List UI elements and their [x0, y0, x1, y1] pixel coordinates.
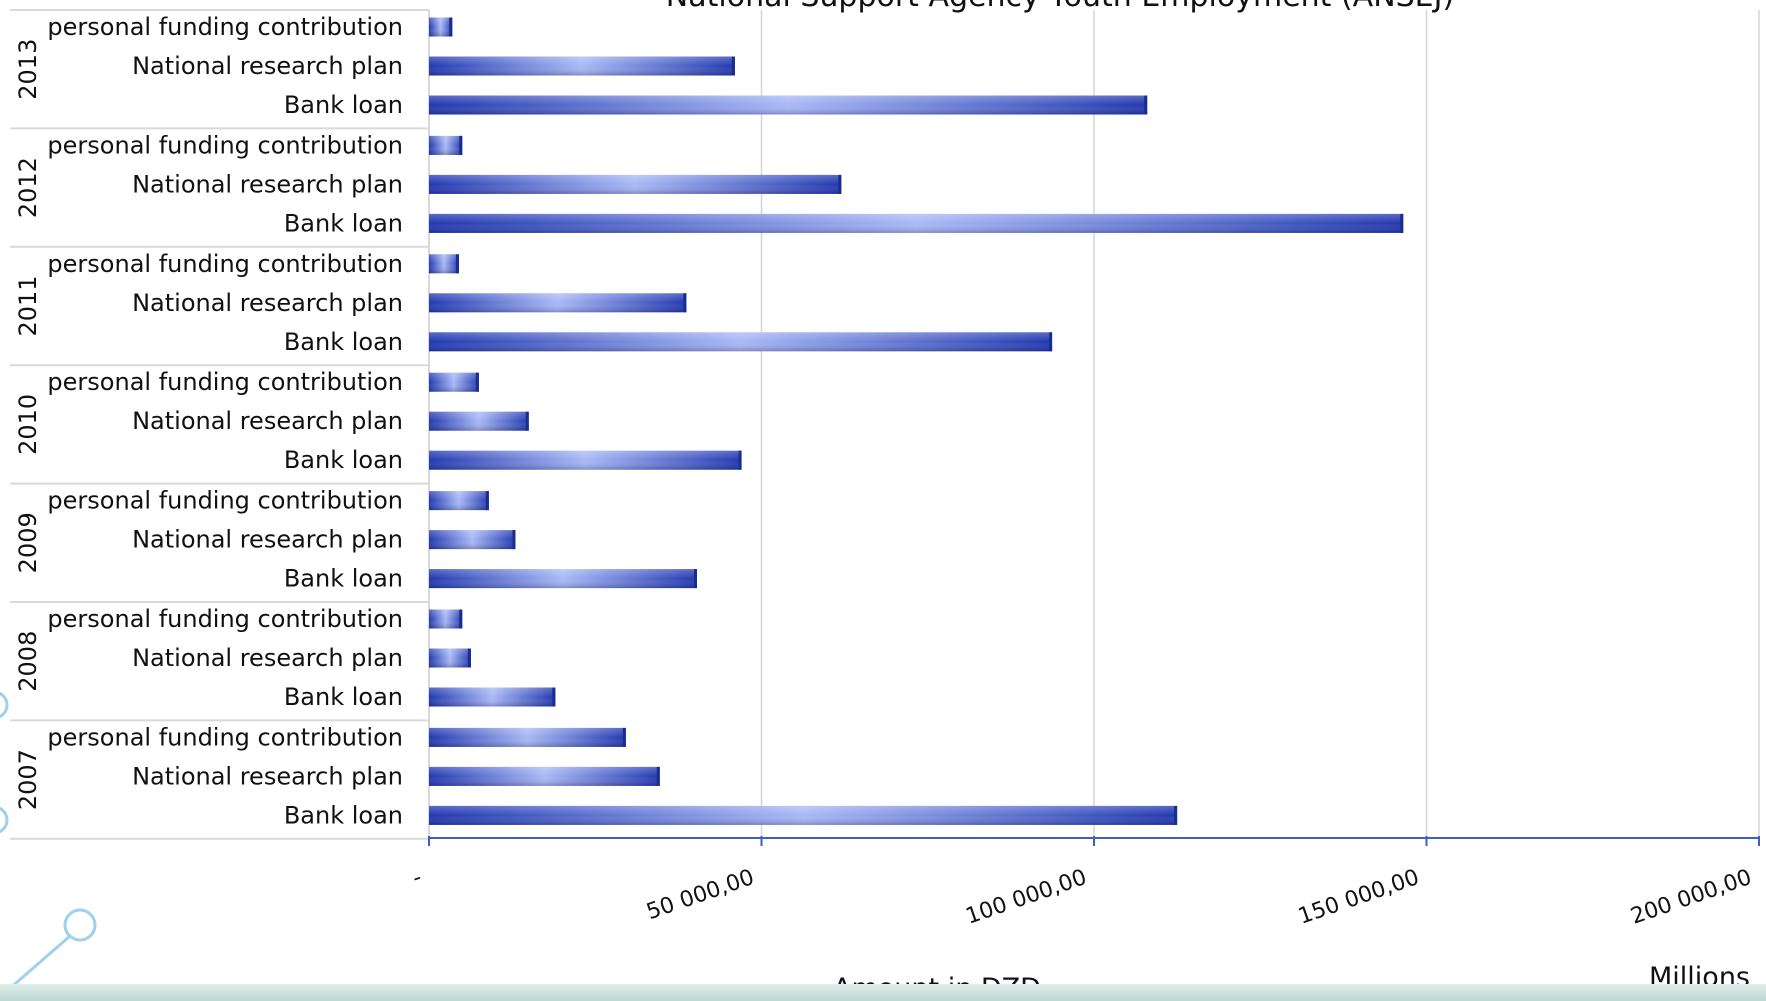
bar-end	[622, 727, 626, 747]
bar-end	[459, 135, 463, 155]
x-tick-label: 200 000,00	[1628, 865, 1755, 930]
category-label: Bank loan	[284, 328, 403, 356]
bar-shading	[429, 450, 742, 470]
bar-shading	[429, 491, 489, 511]
year-label: 2012	[14, 157, 42, 218]
year-label: 2011	[14, 275, 42, 336]
grid-lines	[760, 10, 1760, 838]
bottom-band	[0, 984, 1766, 1001]
year-label: 2007	[14, 749, 42, 810]
bar-end	[656, 766, 660, 786]
bar-shading	[429, 766, 660, 786]
category-label: National research plan	[132, 762, 403, 790]
background-decoration	[0, 691, 97, 992]
x-tick-label: -	[409, 865, 425, 891]
decor-circle	[0, 691, 9, 719]
year-label: 2008	[14, 631, 42, 692]
bar-end	[838, 174, 842, 194]
chart-title: National Support Agency Youth Employment…	[666, 0, 1454, 14]
bar-end	[1049, 332, 1053, 352]
category-label: National research plan	[132, 170, 403, 198]
bar-end	[1144, 95, 1148, 115]
category-label: personal funding contribution	[47, 250, 403, 278]
bar-shading	[429, 569, 697, 589]
bar-shading	[429, 372, 479, 392]
year-label: 2009	[14, 512, 42, 573]
category-label: National research plan	[132, 644, 403, 672]
bar-end	[455, 254, 459, 274]
bar-shading	[429, 56, 735, 76]
decor-circle	[63, 908, 97, 942]
bar-end	[512, 530, 516, 550]
bar-end	[449, 17, 453, 37]
bar-shading	[429, 254, 459, 274]
bar-shading	[429, 411, 529, 431]
x-tick-label: 150 000,00	[1295, 865, 1422, 930]
bar-end	[485, 491, 489, 511]
category-label: personal funding contribution	[47, 13, 403, 41]
bar-shading	[429, 135, 463, 155]
bar-shading	[429, 332, 1053, 352]
bar-shading	[429, 293, 687, 313]
category-label: Bank loan	[284, 565, 403, 593]
bar-shading	[429, 805, 1178, 825]
x-axis: - 50 000,00 100 000,00 150 000,00 200 000,00	[409, 836, 1760, 930]
bar-shading	[429, 174, 842, 194]
bar-shading	[429, 17, 453, 37]
category-label: Bank loan	[284, 91, 403, 119]
category-label: Bank loan	[284, 801, 403, 829]
year-label: 2010	[14, 394, 42, 455]
bar-end	[525, 411, 529, 431]
bar-end	[738, 450, 742, 470]
bar-shading	[429, 687, 556, 707]
bar-shading	[429, 530, 516, 550]
category-label: National research plan	[132, 526, 403, 554]
bar-end	[683, 293, 687, 313]
category-label: Bank loan	[284, 683, 403, 711]
x-tick-label: 100 000,00	[963, 865, 1090, 930]
category-label: personal funding contribution	[47, 723, 403, 751]
bar-end	[1400, 213, 1404, 233]
bar-end	[1174, 805, 1178, 825]
bar-end	[467, 648, 471, 668]
category-label: National research plan	[132, 407, 403, 435]
category-label: Bank loan	[284, 446, 403, 474]
bar-end	[552, 687, 556, 707]
decor-line	[7, 934, 71, 992]
bar-shading	[429, 648, 471, 668]
category-label: personal funding contribution	[47, 131, 403, 159]
x-tick-label: 50 000,00	[643, 865, 757, 925]
bar-shading	[429, 213, 1404, 233]
year-label: 2013	[14, 39, 42, 100]
bar-shading	[429, 95, 1148, 115]
bar-end	[475, 372, 479, 392]
category-label: personal funding contribution	[47, 605, 403, 633]
bar-shading	[429, 609, 463, 629]
category-label: personal funding contribution	[47, 368, 403, 396]
category-label: Bank loan	[284, 209, 403, 237]
category-label: National research plan	[132, 52, 403, 80]
bars	[429, 17, 1404, 825]
category-label: personal funding contribution	[47, 487, 403, 515]
bar-end	[459, 609, 463, 629]
category-label: National research plan	[132, 289, 403, 317]
bar-end	[731, 56, 735, 76]
decor-circle	[0, 806, 9, 834]
bar-shading	[429, 727, 626, 747]
bar-end	[693, 569, 697, 589]
